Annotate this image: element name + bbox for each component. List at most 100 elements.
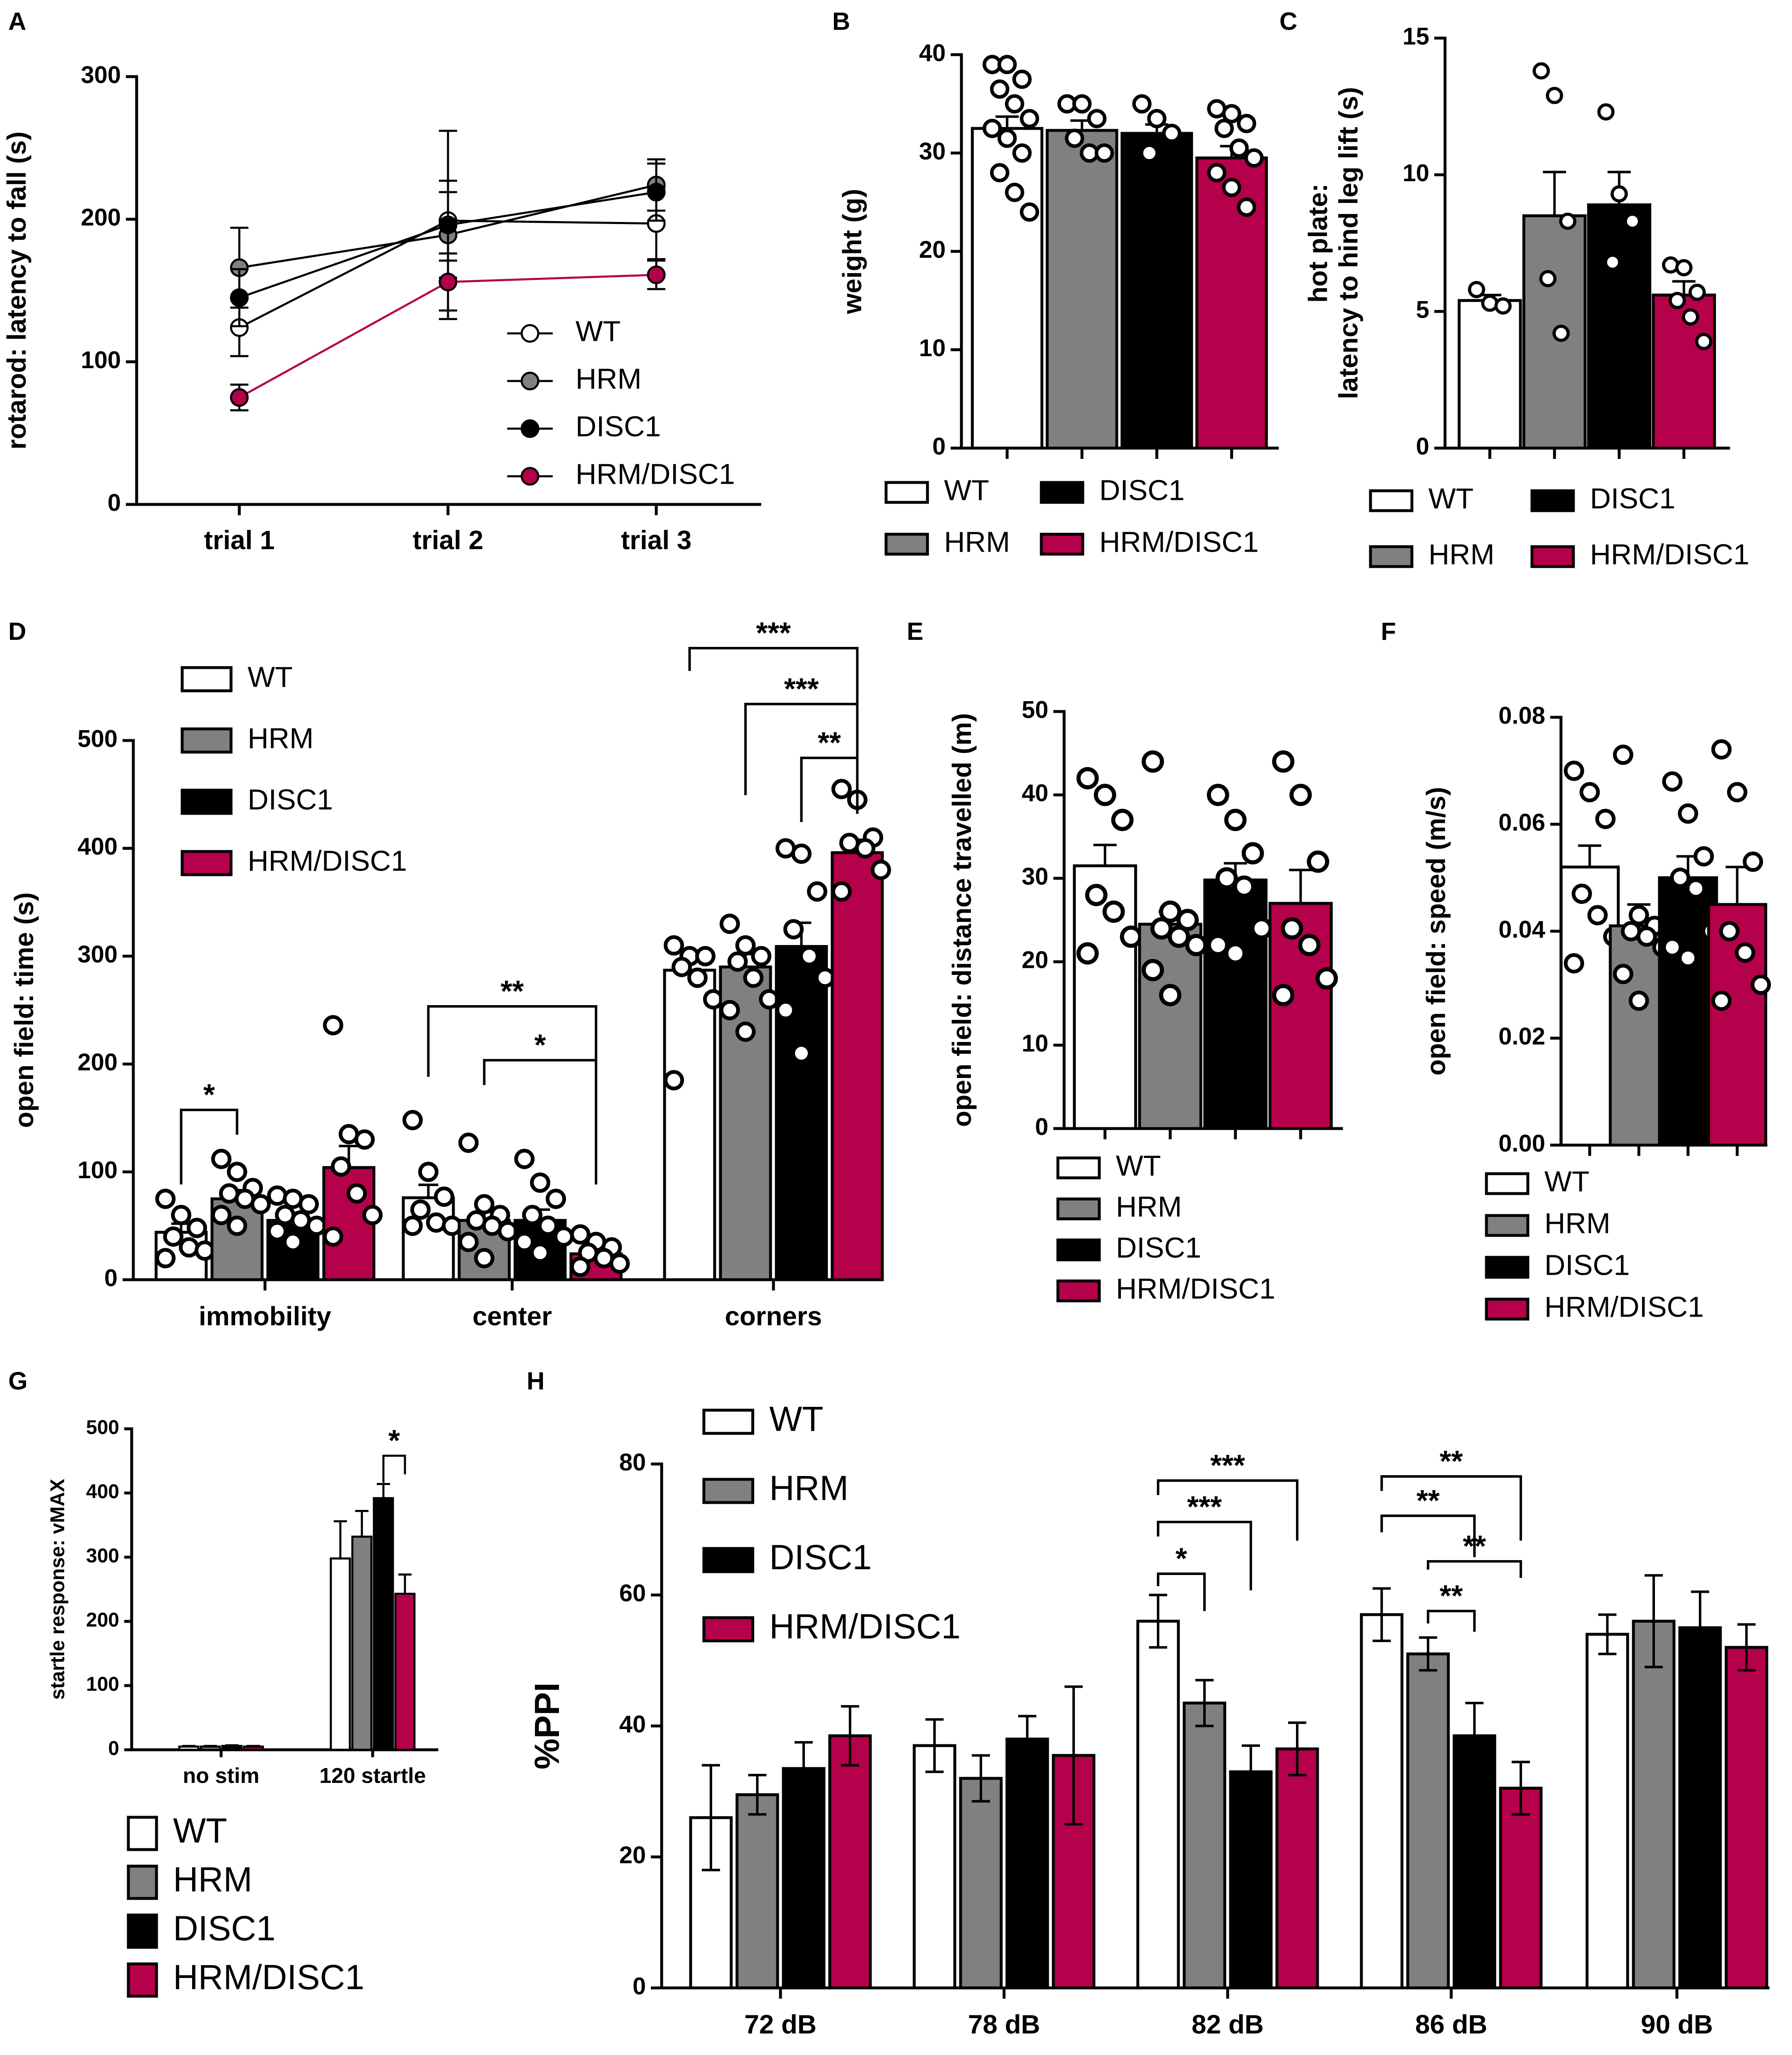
panel-label: D <box>8 617 26 645</box>
x-tick-label: 90 dB <box>1641 2009 1713 2039</box>
y-axis-title-line: hot plate: <box>1303 183 1333 303</box>
legend-swatch-HRM <box>1485 1214 1529 1237</box>
panel-F: F 0.00 0.02 0.04 0.06 0.08 open field: speed (… <box>1381 617 1771 1323</box>
bar <box>971 127 1043 450</box>
x-tick-label: trial 2 <box>413 525 484 555</box>
y-tick-label: 10 <box>1021 1030 1048 1057</box>
significance-bracket <box>1157 1573 1206 1611</box>
legend-swatch-DISC1 <box>1040 481 1084 504</box>
data-point <box>434 1186 454 1207</box>
x-tick-label: 78 dB <box>968 2009 1040 2039</box>
bar-DISC1 <box>221 1744 243 1751</box>
significance-label: * <box>1175 1542 1187 1575</box>
data-point <box>1613 744 1633 765</box>
data-point <box>1085 884 1108 907</box>
bar-HRM <box>959 1754 1003 1990</box>
y-tick-label: 10 <box>1402 159 1429 186</box>
bar <box>394 1592 416 1751</box>
significance-bracket <box>180 1109 238 1184</box>
bar <box>1360 1613 1404 1990</box>
legend-marker-HRM <box>520 371 540 391</box>
bar <box>831 851 884 1281</box>
bar-DISC1 <box>1678 1590 1722 1990</box>
data-point <box>1076 942 1099 965</box>
y-tick-label: 500 <box>77 725 118 752</box>
legend-swatch-HRM/DISC1 <box>181 850 233 876</box>
data-point <box>855 838 875 859</box>
data-point <box>1012 143 1032 163</box>
bar-WT <box>663 935 723 1281</box>
bar-HRM/DISC1 <box>322 1015 383 1281</box>
data-point <box>474 1194 494 1215</box>
bar-DISC1 <box>775 838 835 1281</box>
data-point <box>1224 942 1247 965</box>
legend-swatch-HRM <box>181 727 233 754</box>
data-point <box>1142 750 1164 773</box>
legend-swatch-DISC1 <box>1485 1256 1529 1279</box>
data-point <box>171 1205 191 1225</box>
significance-label: *** <box>1187 1491 1222 1524</box>
data-point <box>1224 808 1247 831</box>
y-tick-label: 0 <box>104 1264 118 1291</box>
significance-bracket <box>1157 1521 1252 1590</box>
series-marker <box>230 288 249 307</box>
bar-HRM/DISC1 <box>1052 1685 1096 1990</box>
significance-bracket <box>1380 1515 1476 1557</box>
data-point <box>1147 109 1167 128</box>
data-point <box>1610 185 1628 203</box>
significance-label: ** <box>818 726 841 760</box>
significance-label: ** <box>1463 1530 1486 1563</box>
y-tick-label: 20 <box>1021 947 1048 974</box>
data-point <box>1604 253 1621 271</box>
y-tick-label: 200 <box>77 1049 118 1076</box>
bar-DISC1 <box>1452 1702 1496 1990</box>
data-point <box>727 951 748 972</box>
data-point <box>1102 900 1125 923</box>
panel-label: A <box>8 7 26 35</box>
data-point <box>1678 948 1698 968</box>
data-point <box>1176 909 1199 931</box>
legend-label-DISC1: DISC1 <box>1544 1249 1630 1281</box>
legend-label-WT: WT <box>769 1399 824 1438</box>
data-point <box>458 1132 479 1153</box>
data-point <box>1159 900 1182 923</box>
legend-swatch-DISC1 <box>1056 1238 1101 1261</box>
data-point <box>362 1205 383 1225</box>
significance-label: ** <box>1440 1580 1463 1613</box>
data-point <box>1494 297 1512 315</box>
legend-marker-WT <box>520 324 540 343</box>
bar-group-WT <box>1073 767 1142 1139</box>
y-tick-label: 20 <box>619 1842 646 1869</box>
data-point <box>799 946 819 967</box>
series-marker <box>230 388 249 407</box>
data-point <box>211 1148 231 1169</box>
legend-label-WT: WT <box>248 661 293 693</box>
data-point <box>1662 771 1683 792</box>
data-point <box>1005 94 1024 114</box>
data-point <box>831 779 852 799</box>
y-tick-label: 80 <box>619 1449 646 1476</box>
y-axis-title: open field: distance travelled (m) <box>947 713 977 1127</box>
data-point <box>735 1021 756 1042</box>
bar-WT <box>178 1745 200 1751</box>
legend-label-HRM: HRM <box>1544 1207 1610 1239</box>
legend-swatch-HRM <box>702 1478 754 1504</box>
significance-label: ** <box>501 975 524 1008</box>
legend-label-DISC1: DISC1 <box>1590 482 1675 514</box>
bar-HRM/DISC1 <box>1725 1623 1768 1990</box>
data-point <box>530 1172 550 1193</box>
legend-label-DISC1: DISC1 <box>576 410 661 442</box>
data-point <box>402 1216 423 1236</box>
legend-label-WT: WT <box>944 474 989 506</box>
series-marker <box>647 265 666 285</box>
legend-swatch-HRM/DISC1 <box>127 1962 158 1998</box>
data-point <box>1076 767 1099 790</box>
data-point <box>1005 183 1024 202</box>
legend-swatch-WT <box>181 666 233 692</box>
bar <box>782 1767 826 1990</box>
legend-label-HRM/DISC1: HRM/DISC1 <box>173 1958 364 1997</box>
data-point <box>267 1185 287 1206</box>
data-point <box>418 1162 438 1182</box>
legend-swatch-WT <box>1485 1172 1529 1195</box>
data-point <box>1111 808 1134 831</box>
